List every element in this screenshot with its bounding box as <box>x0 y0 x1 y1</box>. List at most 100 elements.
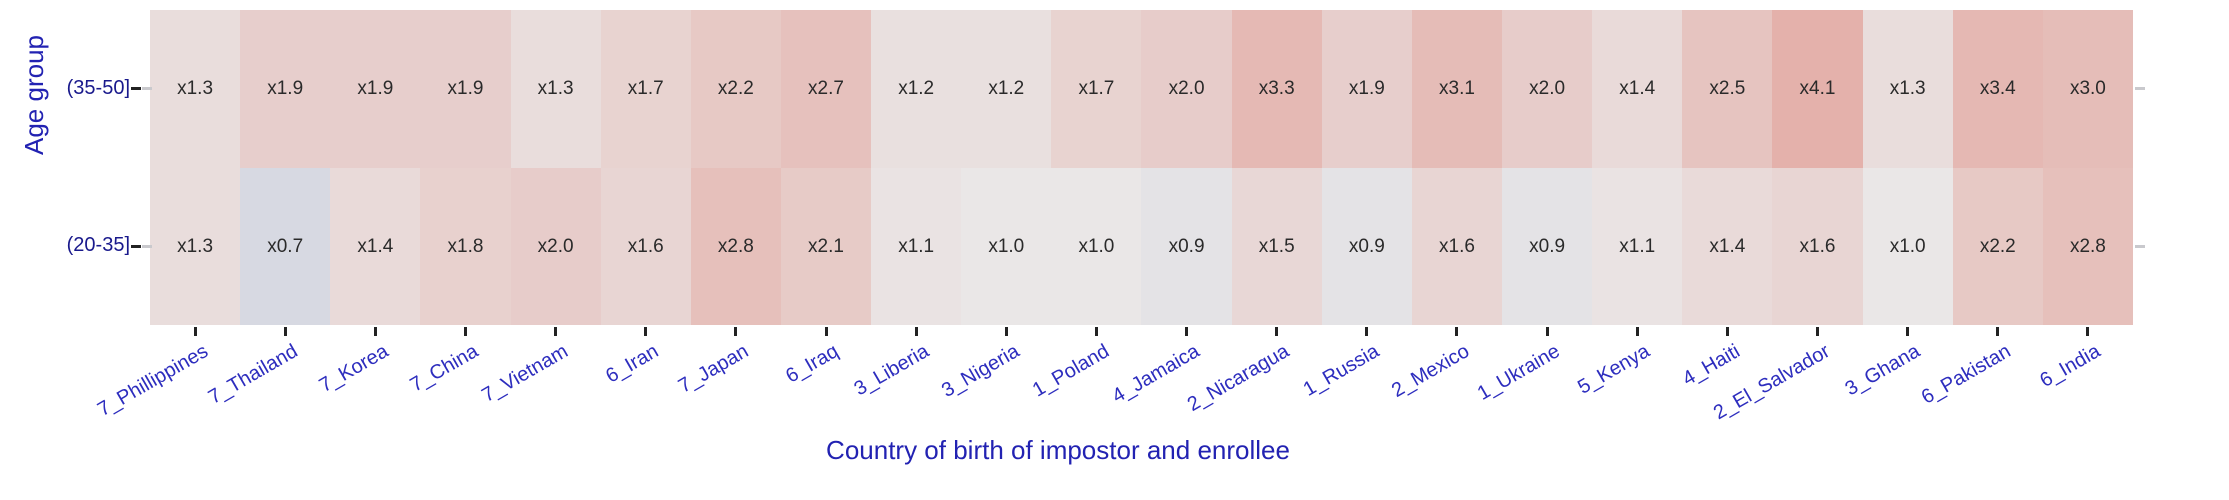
heatmap-cell: x2.8 <box>2042 167 2133 325</box>
cell-value-label: x2.2 <box>1979 235 2016 257</box>
heatmap-cell: x3.4 <box>1952 10 2043 168</box>
heatmap-row: x1.3 x1.9 x1.9 x1.9 x1.3 x1.7 x2.2 x2.7 x1.2 x1.2… <box>150 10 2133 168</box>
heatmap-cell: x2.2 <box>690 10 781 168</box>
x-tick <box>1725 327 1729 336</box>
cell-value-label: x2.0 <box>1168 78 1205 100</box>
heatmap-cell: x1.3 <box>1862 10 1953 168</box>
x-tick <box>463 327 467 336</box>
x-tick-label: 6_Iraq <box>782 340 843 388</box>
heatmap-cell: x1.8 <box>420 167 511 325</box>
x-tick-label: 2_Nicaragua <box>1183 340 1294 416</box>
cell-value-label: x0.9 <box>1529 235 1566 257</box>
x-tick <box>914 327 918 336</box>
cell-value-label: x3.4 <box>1979 78 2016 100</box>
cell-value-label: x3.0 <box>2069 78 2106 100</box>
cell-value-label: x2.0 <box>537 235 574 257</box>
heatmap-cell: x2.7 <box>780 10 872 168</box>
cell-value-label: x0.9 <box>1348 235 1385 257</box>
cell-value-label: x1.3 <box>1889 78 1926 100</box>
heatmap-cell: x1.4 <box>1682 167 1773 325</box>
cell-value-label: x1.6 <box>627 235 664 257</box>
x-axis-title: Country of birth of impostor and enrolle… <box>826 435 1290 465</box>
heatmap-cell: x1.4 <box>1592 10 1683 168</box>
x-tick-label: 6_Iran <box>602 340 663 388</box>
x-tick-label: 2_Mexico <box>1388 340 1474 402</box>
heatmap-cell: x0.9 <box>1502 167 1593 325</box>
x-tick <box>373 327 377 336</box>
x-tick-label: 1_Poland <box>1028 340 1113 402</box>
x-tick-label: 7_Vietnam <box>478 340 573 407</box>
cell-value-label: x1.0 <box>1078 235 1115 257</box>
x-tick-label: 4_Haiti <box>1678 340 1744 391</box>
x-tick-label: 7_China <box>406 340 482 397</box>
x-tick <box>283 327 287 336</box>
heatmap-cell: x1.1 <box>871 167 962 325</box>
cell-value-label: x1.7 <box>1078 78 1115 100</box>
x-tick-label: 6_Pakistan <box>1917 340 2015 409</box>
cell-value-label: x1.2 <box>988 78 1025 100</box>
cell-value-label: x1.3 <box>177 235 214 257</box>
heatmap-cell: x0.9 <box>1141 167 1232 325</box>
heatmap-cell: x1.0 <box>961 167 1052 325</box>
cell-value-label: x1.6 <box>1799 235 1836 257</box>
cell-value-label: x1.4 <box>1709 235 1746 257</box>
cell-value-label: x1.9 <box>357 78 394 100</box>
x-tick <box>1906 327 1910 336</box>
cell-value-label: x1.1 <box>1619 235 1656 257</box>
heatmap-cell: x1.9 <box>1321 10 1412 168</box>
x-tick <box>824 327 828 336</box>
cell-value-label: x3.3 <box>1258 78 1295 100</box>
heatmap-cell: x2.0 <box>1141 10 1232 168</box>
cell-value-label: x1.9 <box>267 78 304 100</box>
heatmap-row: x1.3 x0.7 x1.4 x1.8 x2.0 x1.6 x2.8 x2.1 x1.1 x1.0… <box>150 167 2133 325</box>
y-tick <box>131 244 141 248</box>
cell-value-label: x2.2 <box>717 78 754 100</box>
heatmap-cell: x1.4 <box>330 167 421 325</box>
x-tick <box>644 327 648 336</box>
cell-value-label: x1.3 <box>177 78 214 100</box>
cell-value-label: x0.9 <box>1168 235 1205 257</box>
heatmap-cell: x2.8 <box>690 167 781 325</box>
cell-value-label: x1.8 <box>447 235 484 257</box>
heatmap-cell: x0.7 <box>240 167 331 325</box>
cell-value-label: x4.1 <box>1799 78 1836 100</box>
heatmap-cell: x1.9 <box>420 10 511 168</box>
heatmap-cell: x2.0 <box>1502 10 1593 168</box>
heatmap-cell: x1.9 <box>240 10 331 168</box>
cell-value-label: x0.7 <box>267 235 304 257</box>
y-tick-label: (35-50] <box>66 76 130 99</box>
heatmap-cell: x3.0 <box>2042 10 2133 168</box>
y-tick <box>131 87 141 91</box>
heatmap-cell: x1.7 <box>600 10 691 168</box>
x-tick-label: 6_India <box>2036 340 2105 392</box>
x-tick-label: 7_Phillippines <box>93 340 212 421</box>
heatmap-cell: x2.5 <box>1682 10 1773 168</box>
heatmap-cell: x1.2 <box>961 10 1052 168</box>
heatmap-cell: x3.1 <box>1411 10 1503 168</box>
x-tick-label: 1_Russia <box>1300 340 1384 401</box>
x-tick <box>1455 327 1459 336</box>
heatmap-cell: x2.0 <box>510 167 601 325</box>
x-tick-label: 5_Kenya <box>1574 340 1654 399</box>
cell-value-label: x3.1 <box>1439 78 1475 100</box>
heatmap-cell: x1.3 <box>510 10 601 168</box>
heatmap-cell: x1.2 <box>871 10 962 168</box>
heatmap-cell: x3.3 <box>1231 10 1322 168</box>
cell-value-label: x2.5 <box>1709 78 1746 100</box>
x-tick-label: 7_Thailand <box>205 340 302 409</box>
x-tick <box>1816 327 1820 336</box>
x-tick-label: 7_Japan <box>674 340 753 398</box>
x-tick <box>1545 327 1549 336</box>
x-tick <box>193 327 197 336</box>
cell-value-label: x1.9 <box>1348 78 1385 100</box>
heatmap-cell: x1.7 <box>1051 10 1142 168</box>
cell-value-label: x2.8 <box>717 235 754 257</box>
cell-value-label: x1.0 <box>988 235 1025 257</box>
heatmap-cell: x1.5 <box>1231 167 1322 325</box>
cell-value-label: x1.1 <box>898 235 935 257</box>
heatmap-cell: x1.6 <box>1411 167 1503 325</box>
x-tick <box>1365 327 1369 336</box>
x-tick <box>1004 327 1008 336</box>
x-tick <box>1094 327 1098 336</box>
